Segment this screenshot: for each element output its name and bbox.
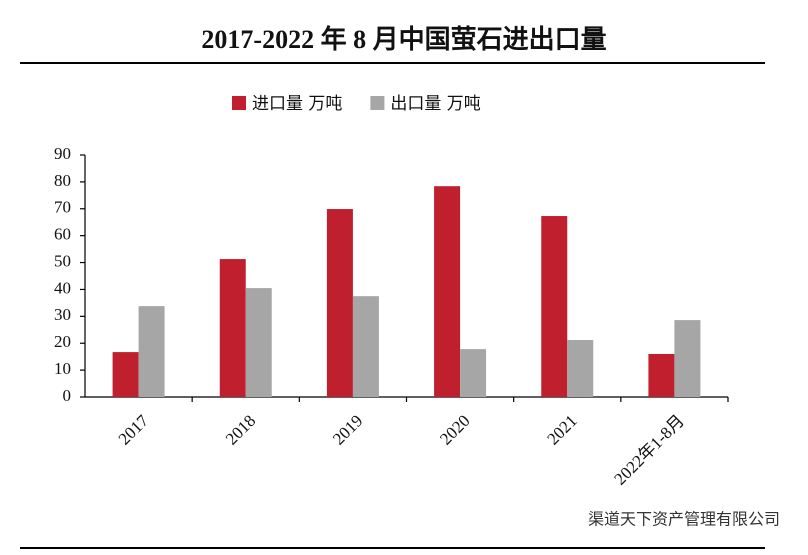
bar	[674, 320, 701, 397]
y-tick-label: 0	[63, 386, 72, 405]
x-tick-label: 2019	[329, 411, 366, 448]
y-tick-label: 50	[54, 251, 71, 270]
y-tick-label: 20	[54, 332, 71, 351]
y-tick-label: 60	[54, 225, 71, 244]
bar	[434, 186, 461, 397]
legend-swatch	[232, 96, 246, 110]
chart-title: 2017-2022 年 8 月中国萤石进出口量	[201, 24, 606, 54]
legend-swatch	[370, 96, 385, 110]
bar	[352, 296, 379, 397]
legend-label: 进口量 万吨	[252, 94, 342, 114]
watermark: 渠道天下资产管理有限公司	[588, 510, 780, 529]
y-tick-label: 80	[54, 171, 71, 190]
x-tick-label: 2017	[115, 411, 153, 449]
bar	[326, 209, 353, 397]
bar	[460, 349, 487, 397]
x-tick-label: 2022年1-8月	[610, 411, 688, 489]
bar	[112, 352, 139, 397]
y-tick-label: 30	[54, 305, 71, 324]
bar	[648, 353, 675, 397]
y-tick-label: 40	[54, 278, 71, 297]
x-tick-label: 2018	[222, 411, 259, 448]
bar	[567, 339, 594, 397]
legend-label: 出口量 万吨	[390, 94, 480, 114]
bar	[245, 288, 272, 397]
x-tick-label: 2021	[543, 411, 580, 448]
bar	[219, 259, 246, 397]
y-tick-label: 70	[54, 198, 71, 217]
x-tick-label: 2020	[436, 411, 473, 448]
y-tick-label: 90	[54, 144, 71, 163]
bar	[138, 306, 165, 397]
y-tick-label: 10	[54, 359, 71, 378]
bar	[541, 216, 568, 397]
